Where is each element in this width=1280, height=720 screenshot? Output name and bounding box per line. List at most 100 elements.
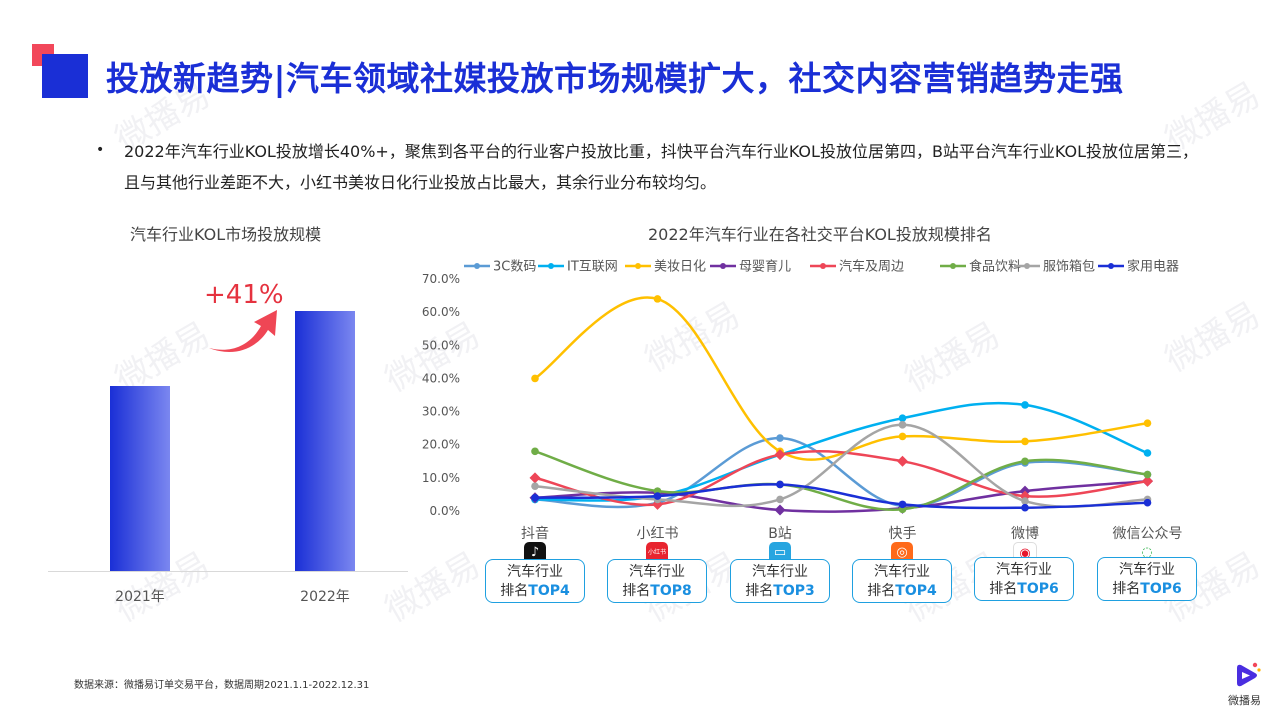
- data-source-note: 数据来源：微播易订单交易平台，数据周期2021.1.1-2022.12.31: [74, 680, 370, 691]
- growth-arrow-icon: [209, 310, 277, 352]
- legend-label: 3C数码: [493, 260, 536, 275]
- y-tick-label: 0.0%: [430, 504, 461, 518]
- series-line: [534, 296, 1148, 461]
- series-line: [534, 423, 1148, 508]
- line-chart-title: 2022年汽车行业在各社交平台KOL投放规模排名: [648, 225, 992, 244]
- legend-marker: [1108, 263, 1114, 269]
- rank-prefix: 排名: [745, 583, 774, 599]
- douyin-icon: ♪: [524, 542, 546, 564]
- data-point: [898, 432, 907, 441]
- x-category-label: 微信公众号: [1113, 526, 1183, 542]
- rank-box-line: 汽车行业: [752, 564, 808, 580]
- data-point: [1143, 470, 1152, 479]
- x-category-label: 快手: [889, 526, 917, 542]
- weiboyi-logo-icon: [1237, 662, 1261, 687]
- bilibili-icon: ▭: [769, 542, 791, 564]
- legend-marker: [950, 263, 956, 269]
- rank-value: TOP6: [1140, 581, 1182, 597]
- legend-label: IT互联网: [567, 260, 618, 275]
- rank-box-line: 排名TOP4: [486, 582, 584, 601]
- legend-label: 服饰箱包: [1043, 259, 1095, 275]
- data-point: [1142, 475, 1153, 487]
- rank-prefix: 排名: [500, 583, 529, 599]
- rank-prefix: 排名: [1112, 581, 1141, 597]
- platform-rank-box: 汽车行业 排名TOP4: [852, 559, 952, 603]
- bar-chart-baseline: [48, 571, 408, 572]
- x-category-label: 小红书: [637, 526, 679, 542]
- data-point: [776, 495, 784, 504]
- data-point: [776, 434, 784, 442]
- series-line: [534, 450, 1148, 507]
- data-point: [897, 455, 908, 467]
- legend-item: 美妆日化: [625, 260, 706, 275]
- legend-marker: [548, 263, 554, 269]
- data-point: [898, 500, 907, 509]
- kuaishou-icon: ◎: [891, 542, 913, 564]
- y-tick-label: 20.0%: [422, 438, 460, 452]
- legend-label: 汽车及周边: [839, 259, 904, 275]
- data-point: [1021, 497, 1029, 505]
- summary-text: 2022年汽车行业KOL投放增长40%+，聚焦到各平台的行业客户投放比重，抖快平…: [124, 142, 1199, 192]
- legend-label: 家用电器: [1127, 259, 1179, 275]
- data-point: [531, 447, 539, 456]
- y-tick-label: 60.0%: [422, 305, 460, 319]
- data-point: [898, 414, 907, 422]
- legend-item: 家用电器: [1098, 259, 1179, 275]
- data-point: [774, 449, 786, 461]
- data-point: [653, 295, 662, 303]
- rank-prefix: 排名: [867, 583, 896, 599]
- data-point: [898, 421, 907, 429]
- data-point: [1143, 449, 1152, 457]
- x-category-label: B站: [768, 526, 792, 542]
- legend-item: 汽车及周边: [810, 259, 904, 275]
- rank-prefix: 排名: [989, 581, 1018, 597]
- data-point: [1143, 419, 1152, 427]
- bar-chart-title: 汽车行业KOL市场投放规模: [130, 225, 322, 244]
- y-tick-label: 50.0%: [422, 338, 460, 352]
- series-line: [534, 450, 1148, 512]
- bar-category-label: 2021年: [115, 589, 165, 605]
- platform-rank-box: 汽车行业排名TOP6: [1097, 557, 1197, 601]
- rank-box-line: 汽车行业: [629, 564, 685, 580]
- growth-annotation: +41%: [204, 280, 284, 310]
- data-point: [531, 482, 539, 490]
- rank-box-line: 排名TOP3: [731, 582, 829, 601]
- legend-item: 服饰箱包: [1014, 259, 1095, 275]
- rank-value: TOP3: [773, 583, 815, 599]
- data-point: [774, 504, 786, 516]
- rank-box-line: 汽车行业: [996, 562, 1052, 578]
- bar-category-label: 2022年: [300, 589, 350, 605]
- rank-value: TOP6: [1017, 581, 1059, 597]
- data-point: [1143, 498, 1152, 507]
- legend-marker: [820, 263, 826, 269]
- legend-label: 食品饮料: [969, 259, 1021, 275]
- x-category-label: 抖音: [521, 525, 549, 542]
- legend-marker: [720, 263, 726, 269]
- y-tick-label: 70.0%: [422, 272, 460, 286]
- rank-value: TOP8: [650, 583, 692, 599]
- data-point: [653, 492, 662, 500]
- legend-item: 3C数码: [464, 260, 536, 275]
- series-line: [534, 483, 1148, 510]
- legend-marker: [1024, 263, 1030, 269]
- platform-rank-box: 汽车行业排名TOP8: [607, 559, 707, 603]
- x-category-label: 微博: [1011, 525, 1039, 542]
- platform-rank-box: 汽车行业排名TOP4: [485, 559, 585, 603]
- rank-box-line: 排名TOP8: [608, 582, 706, 601]
- page-title: 投放新趋势|汽车领域社媒投放市场规模扩大，社交内容营销趋势走强: [106, 59, 1124, 98]
- legend-item: 食品饮料: [940, 259, 1021, 275]
- header-decoration-blue: [42, 54, 88, 98]
- series-line: [534, 479, 1148, 513]
- legend-label: 母婴育儿: [739, 259, 791, 275]
- rank-box-line: 汽车行业: [507, 564, 563, 580]
- rank-box-line: 排名TOP6: [975, 580, 1073, 599]
- bar-1: [110, 386, 170, 571]
- y-tick-label: 30.0%: [422, 405, 460, 419]
- data-point: [1021, 437, 1029, 446]
- platform-rank-box: 汽车行业排名TOP6: [974, 557, 1074, 601]
- rank-box-line: 排名TOP6: [1098, 580, 1196, 599]
- rank-box-line: 汽车行业: [1119, 562, 1175, 578]
- data-point: [531, 374, 539, 383]
- rank-prefix: 排名: [622, 583, 651, 599]
- data-point: [531, 493, 539, 502]
